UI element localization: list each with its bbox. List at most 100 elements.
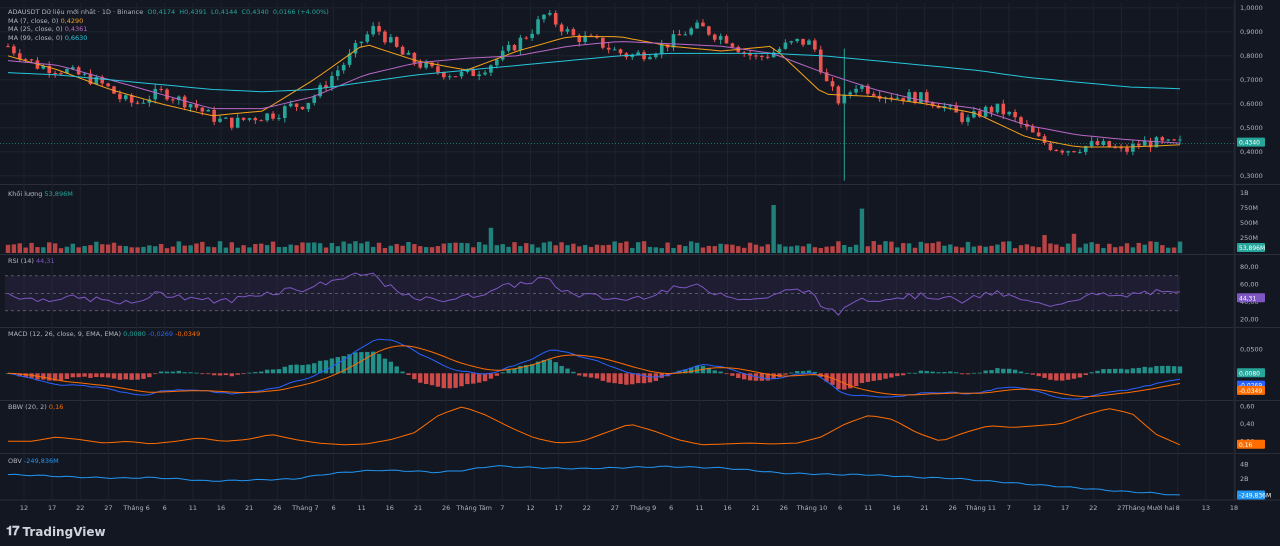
- candle-body: [330, 76, 334, 88]
- candle-body: [365, 34, 370, 42]
- candle-body: [123, 95, 128, 100]
- volume-bar: [936, 241, 941, 253]
- volume-bar: [94, 241, 99, 253]
- signal-line-tag: -0,0349: [1239, 388, 1262, 395]
- candle-body: [59, 73, 63, 75]
- volume-bar: [877, 244, 882, 253]
- macd-hist-bar: [447, 373, 452, 389]
- candle-body: [259, 120, 264, 122]
- candle-body: [559, 24, 564, 32]
- macd-hist-bar: [930, 371, 935, 374]
- volume-bar: [1060, 246, 1065, 253]
- candle-body: [989, 106, 994, 113]
- candle-body: [583, 35, 587, 42]
- macd-hist-bar: [1136, 367, 1141, 374]
- macd-hist-bar: [871, 373, 876, 381]
- macd-hist-bar: [382, 358, 388, 374]
- macd-hist-bar: [412, 373, 417, 380]
- candle-body: [972, 111, 976, 118]
- candle-body: [500, 50, 505, 60]
- macd-hist-bar: [88, 373, 93, 378]
- volume-bar: [847, 246, 853, 253]
- volume-bar: [335, 246, 341, 253]
- volume-bar: [1118, 246, 1124, 253]
- candle-body: [565, 29, 570, 32]
- macd-hist-bar: [1095, 370, 1100, 374]
- candle-body: [271, 113, 275, 119]
- macd-hist-bar: [70, 373, 75, 378]
- volume-bar: [659, 248, 664, 253]
- volume-bar: [447, 243, 452, 253]
- volume-bar: [312, 242, 317, 253]
- volume-bar: [906, 243, 912, 253]
- macd-hist-bar: [306, 364, 311, 374]
- signal-line-tag-bg: [1237, 385, 1265, 395]
- macd-hist-bar: [435, 373, 441, 387]
- macd-hist-bar: [529, 364, 535, 374]
- macd-hist-bar: [588, 373, 594, 378]
- macd-hist-bar: [794, 370, 800, 374]
- candle-body: [659, 44, 664, 55]
- candle-body: [17, 53, 22, 60]
- volume-bar: [441, 243, 447, 253]
- macd-hist-bar: [859, 373, 865, 384]
- candle-body: [112, 86, 116, 94]
- volume-bar: [718, 243, 723, 253]
- candle-body: [530, 33, 534, 39]
- macd-legend[interactable]: MACD (12, 26, close, 9, EMA, EMA) 0,0080…: [8, 330, 201, 338]
- volume-bar: [459, 242, 464, 253]
- volume-bar: [382, 248, 388, 253]
- volume-bar: [818, 248, 823, 253]
- volume-bar: [918, 241, 924, 253]
- volume-last-tag: 53,896M: [1239, 245, 1265, 252]
- volume-bar: [264, 245, 270, 253]
- candle-body: [206, 109, 211, 112]
- volume-bar: [506, 246, 511, 253]
- rsi-legend[interactable]: RSI (14) 44,31: [8, 257, 55, 265]
- ma-line-0: [7, 36, 1181, 148]
- volume-bar: [394, 244, 399, 253]
- volume-bar: [423, 247, 429, 253]
- candle-body: [760, 55, 764, 57]
- volume-bar: [412, 244, 417, 253]
- price-tick-label: 0,6000: [1240, 100, 1263, 108]
- macd-hist-bar: [76, 373, 81, 378]
- candle-body: [824, 72, 829, 82]
- tradingview-logo[interactable]: 𝟏𝟕 TradingView: [6, 524, 106, 539]
- macd-hist-bar: [724, 373, 729, 375]
- volume-legend[interactable]: Khối lượng 53,896M: [8, 190, 73, 198]
- volume-bar: [1095, 243, 1100, 253]
- volume-bar: [959, 247, 965, 253]
- ma25-legend[interactable]: MA (25, close, 0) 0,4361: [8, 25, 88, 33]
- macd-hist-bar: [783, 373, 788, 375]
- candle-body: [1113, 147, 1118, 149]
- volume-bar: [1036, 247, 1041, 253]
- price-tick-label: 0,3000: [1240, 172, 1263, 180]
- volume-bar: [942, 245, 947, 253]
- bbw-legend[interactable]: BBW (20, 2) 0,16: [8, 403, 64, 411]
- ma99-legend[interactable]: MA (99, close, 0) 0,6630: [8, 33, 88, 42]
- volume-last-tag-bg: [1237, 243, 1265, 252]
- candle-body: [23, 59, 28, 61]
- macd-hist-bar: [347, 354, 352, 374]
- candle-body: [1007, 111, 1012, 115]
- candle-body: [1142, 140, 1147, 146]
- volume-bar: [1124, 243, 1130, 253]
- candle-body: [318, 85, 322, 97]
- volume-bar: [341, 241, 346, 253]
- obv-legend[interactable]: OBV -249,836M: [8, 457, 59, 465]
- volume-bar: [359, 243, 364, 253]
- volume-bar: [830, 246, 835, 253]
- candle-body: [960, 112, 964, 122]
- time-tick-label: 18: [1230, 504, 1238, 512]
- macd-hist-bar: [471, 373, 476, 384]
- volume-bar: [582, 244, 588, 253]
- time-tick-label: 22: [76, 504, 84, 512]
- macd-hist-bar: [170, 371, 176, 374]
- time-tick-label: Tháng Tám: [455, 504, 492, 512]
- candle-body: [642, 52, 646, 60]
- candle-body: [353, 43, 358, 54]
- ma7-legend[interactable]: MA (7, close, 0) 0,4290: [8, 16, 84, 25]
- macd-hist-bar: [259, 371, 264, 374]
